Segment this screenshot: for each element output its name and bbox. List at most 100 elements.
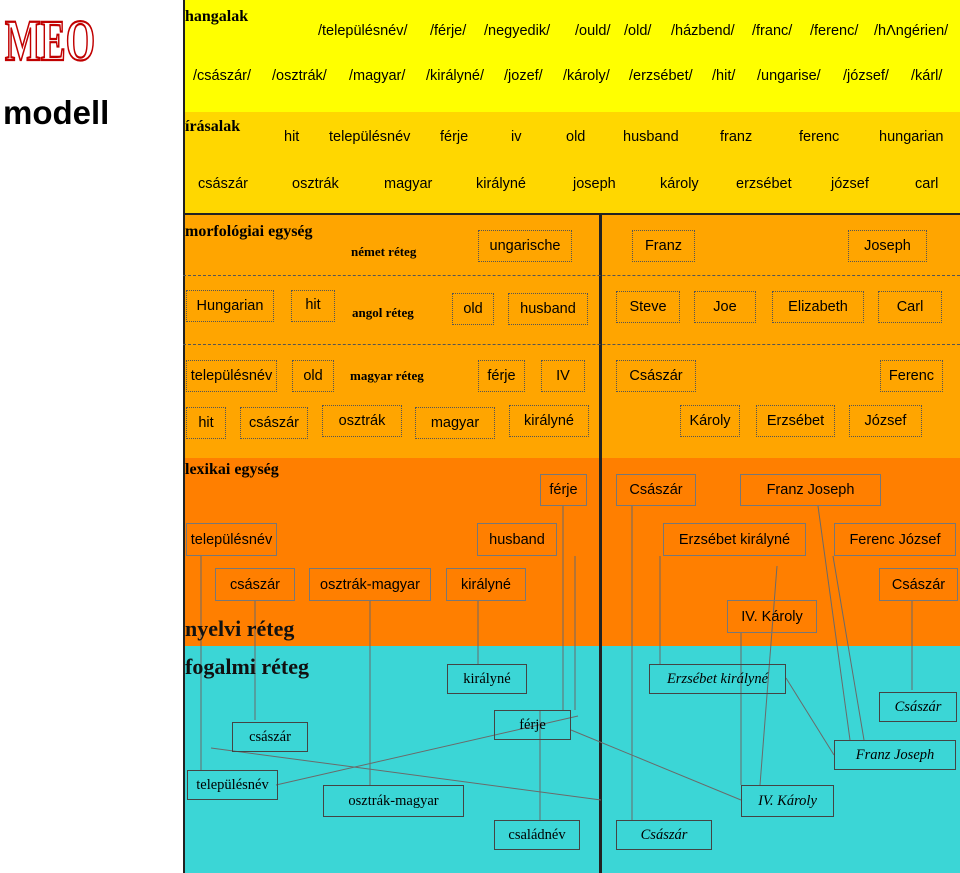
- morf-box-ferje: férje: [478, 360, 525, 392]
- morf-box-csaszar-2: császár: [240, 407, 308, 439]
- fog-box-iv-karoly: IV. Károly: [741, 785, 834, 817]
- iras-2-3: magyar: [384, 176, 433, 192]
- hang-2-5: /jozef/: [504, 68, 543, 84]
- morf-box-kiralyne: királyné: [509, 405, 589, 437]
- lex-box-osztrak-magyar: osztrák-magyar: [309, 568, 431, 601]
- iras-1-4: iv: [511, 129, 522, 145]
- fog-box-franz-joseph: Franz Joseph: [834, 740, 956, 770]
- hang-1-2: /férje/: [430, 23, 467, 39]
- morf-box-steve: Steve: [616, 291, 680, 323]
- morf-box-hungarian: Hungarian: [186, 290, 274, 322]
- center-divider: [599, 213, 602, 873]
- morf-box-hit: hit: [291, 290, 335, 322]
- iras-1-7: franz: [720, 129, 753, 145]
- morf-box-elizabeth: Elizabeth: [772, 291, 864, 323]
- iras-1-6: husband: [623, 129, 679, 145]
- morf-box-franz: Franz: [632, 230, 695, 262]
- hang-2-10: /józsef/: [843, 68, 889, 84]
- irasalak-divider: [183, 213, 960, 215]
- lex-box-csaszar-3: Császár: [879, 568, 958, 601]
- hang-2-3: /magyar/: [349, 68, 406, 84]
- iras-2-7: erzsébet: [736, 176, 792, 192]
- hang-2-2: /osztrák/: [272, 68, 327, 84]
- magyar-label: magyar réteg: [350, 368, 424, 383]
- fog-box-csaszar-2: császár: [232, 722, 308, 752]
- iras-2-9: carl: [915, 176, 939, 192]
- lex-box-ferje: férje: [540, 474, 587, 506]
- hangalak-band: [183, 0, 960, 112]
- iras-2-8: józsef: [831, 176, 869, 192]
- lex-box-iv-karoly: IV. Károly: [727, 600, 817, 633]
- morf-box-hit-2: hit: [186, 407, 226, 439]
- dashed-divider-2: [183, 344, 960, 345]
- fog-box-telepulesnev: településnév: [187, 770, 278, 800]
- side-title: modell: [3, 94, 110, 131]
- morf-box-carl: Carl: [878, 291, 942, 323]
- morf-box-jozsef: József: [849, 405, 922, 437]
- lex-box-csaszar-2: császár: [215, 568, 295, 601]
- hang-2-4: /királyné/: [426, 68, 485, 84]
- iras-1-5: old: [566, 129, 586, 145]
- irasalak-heading: írásalak: [185, 118, 241, 135]
- morf-box-csaszar: Császár: [616, 360, 696, 392]
- lex-box-telepulesnev: településnév: [186, 523, 277, 556]
- morf-box-telepulesnev: településnév: [186, 360, 277, 392]
- hang-2-6: /károly/: [563, 68, 610, 84]
- nemet-label: német réteg: [351, 244, 417, 259]
- morf-box-erzsebet: Erzsébet: [756, 405, 835, 437]
- iras-1-9: hungarian: [879, 129, 944, 145]
- lexikai-heading: lexikai egység: [185, 461, 279, 478]
- morf-box-ferenc: Ferenc: [880, 360, 943, 392]
- hangalak-heading: hangalak: [185, 8, 249, 25]
- hang-2-8: /hit/: [712, 68, 736, 84]
- iras-1-1: hit: [284, 129, 300, 145]
- iras-2-1: császár: [198, 176, 248, 192]
- hang-1-5: /old/: [624, 23, 652, 39]
- hang-1-4: /ould/: [575, 23, 611, 39]
- fog-box-kiralyne: királyné: [447, 664, 527, 694]
- morf-box-karoly: Károly: [680, 405, 740, 437]
- lex-box-ferenc-jozsef: Ferenc József: [834, 523, 956, 556]
- fog-box-erzsebet-kiralyne: Erzsébet királyné: [649, 664, 786, 694]
- fog-box-csaladnev: családnév: [494, 820, 580, 850]
- iras-2-5: joseph: [573, 176, 616, 192]
- hang-2-1: /császár/: [193, 68, 252, 84]
- morf-box-old: old: [452, 293, 494, 325]
- iras-2-4: királyné: [476, 176, 526, 192]
- morfologiai-heading: morfológiai egység: [185, 223, 313, 240]
- hang-2-11: /kárl/: [911, 68, 943, 84]
- iras-2-2: osztrák: [292, 176, 339, 192]
- morf-box-osztrak: osztrák: [322, 405, 402, 437]
- hang-1-1: /településnév/: [318, 23, 408, 39]
- morf-box-ungarische: ungarische: [478, 230, 572, 262]
- hang-2-7: /erzsébet/: [629, 68, 693, 84]
- iras-1-3: férje: [440, 129, 469, 145]
- meo-logo: MEO: [4, 7, 96, 68]
- fog-box-csaszar-3: Császár: [616, 820, 712, 850]
- morf-box-old-2: old: [292, 360, 334, 392]
- angol-label: angol réteg: [352, 305, 414, 320]
- iras-1-8: ferenc: [799, 129, 840, 145]
- fog-box-csaszar: Császár: [879, 692, 957, 722]
- irasalak-band: [183, 112, 960, 214]
- lex-box-husband: husband: [477, 523, 557, 556]
- hang-2-9: /ungarise/: [757, 68, 821, 84]
- hang-1-7: /franc/: [752, 23, 793, 39]
- fog-box-ferje: férje: [494, 710, 571, 740]
- dashed-divider-1: [183, 275, 960, 276]
- morf-box-joe: Joe: [694, 291, 756, 323]
- hang-1-9: /hΛngérien/: [874, 23, 949, 39]
- lex-box-csaszar: Császár: [616, 474, 696, 506]
- morf-box-husband: husband: [508, 293, 588, 325]
- morf-box-magyar: magyar: [415, 407, 495, 439]
- morf-box-joseph: Joseph: [848, 230, 927, 262]
- nyelvi-reteg-label: nyelvi réteg: [185, 616, 295, 641]
- hang-1-8: /ferenc/: [810, 23, 859, 39]
- left-border: [183, 0, 185, 873]
- lex-box-franz-joseph: Franz Joseph: [740, 474, 881, 506]
- fog-box-osztrak-magyar: osztrák-magyar: [323, 785, 464, 817]
- morf-box-iv: IV: [541, 360, 585, 392]
- lex-box-erzsebet-kiralyne: Erzsébet királyné: [663, 523, 806, 556]
- lex-box-kiralyne: királyné: [446, 568, 526, 601]
- svg-text:MEO: MEO: [5, 8, 95, 68]
